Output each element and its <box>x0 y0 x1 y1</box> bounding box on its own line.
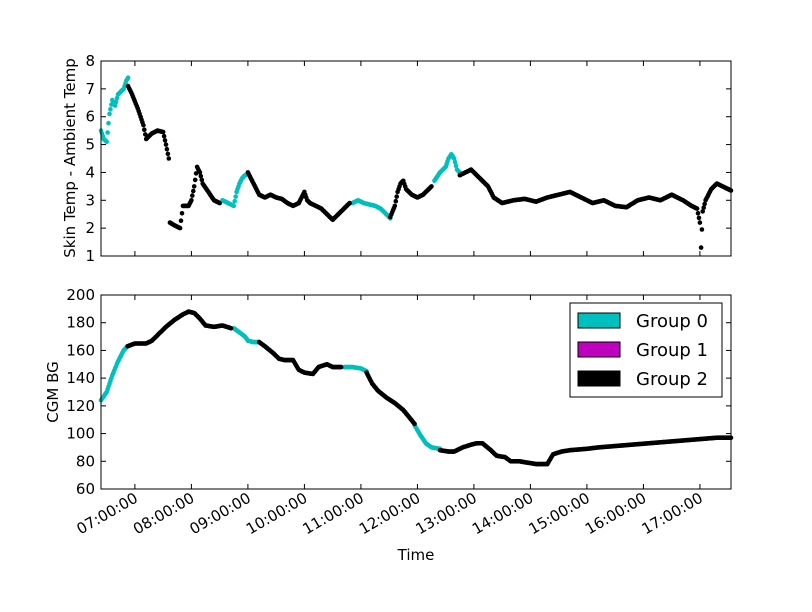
cgm-bg-y-ticks: 60 80 100 120 140 160 180 200 <box>66 286 731 498</box>
skin-temp-y-tick-label: 7 <box>85 80 95 98</box>
skin-temp-y-tick-label: 6 <box>85 108 95 126</box>
skin-temp-point-group-2 <box>189 198 194 203</box>
skin-temp-point-group-0 <box>231 203 237 209</box>
skin-temp-point-group-2 <box>694 206 700 211</box>
skin-temp-point-group-2 <box>698 245 704 250</box>
skin-temp-point-group-2 <box>178 218 184 223</box>
cgm-bg-y-tick-label: 200 <box>66 286 95 304</box>
skin-temp-point-group-2 <box>702 201 707 207</box>
skin-temp-y-tick-label: 5 <box>85 136 95 154</box>
skin-temp-point-group-0 <box>451 156 457 161</box>
skin-temp-point-group-0 <box>112 103 118 108</box>
skin-temp-point-group-2 <box>695 211 701 216</box>
skin-temp-point-group-2 <box>392 203 398 209</box>
legend-label-group-1: Group 1 <box>636 340 708 361</box>
x-axis-label: Time <box>397 546 435 564</box>
skin-temp-y-tick-label: 8 <box>85 52 95 70</box>
skin-temp-y-ticks: 1 2 3 4 5 6 7 8 <box>85 52 731 265</box>
cgm-bg-point-group-2 <box>338 364 344 370</box>
skin-temp-point-group-0 <box>114 95 120 101</box>
skin-temp-point-group-2 <box>197 170 203 175</box>
skin-temp-axes-frame <box>100 60 732 257</box>
skin-temp-point-group-0 <box>104 139 109 145</box>
skin-temp-point-group-2 <box>193 171 199 176</box>
skin-temp-point-group-0 <box>108 107 113 112</box>
skin-temp-point-group-0 <box>113 99 119 105</box>
cgm-bg-y-tick-label: 140 <box>66 369 95 387</box>
legend-swatch-group-1 <box>577 341 621 358</box>
skin-temp-x-ticks <box>134 61 701 256</box>
cgm-bg-y-tick-label: 160 <box>66 341 95 359</box>
skin-temp-point-group-2 <box>142 127 147 132</box>
skin-temp-point-group-0 <box>452 159 458 165</box>
skin-temp-point-group-0 <box>453 163 459 169</box>
skin-temp-point-group-2 <box>165 151 171 157</box>
skin-temp-point-group-2 <box>163 142 169 147</box>
skin-temp-y-tick-label: 3 <box>85 191 95 209</box>
skin-temp-point-group-0 <box>232 198 237 204</box>
cgm-bg-point-group-2 <box>228 326 234 331</box>
legend-label-group-0: Group 0 <box>636 311 708 332</box>
cgm-bg-y-tick-label: 120 <box>66 397 95 415</box>
skin-temp-point-group-2 <box>191 188 196 194</box>
skin-temp-panel: 1 2 3 4 5 6 7 8 Skin Temp - Ambient Temp <box>61 52 734 265</box>
skin-temp-point-group-0 <box>233 194 238 199</box>
cgm-bg-y-tick-label: 60 <box>76 480 95 498</box>
skin-temp-point-group-2 <box>347 200 352 206</box>
skin-temp-point-group-2 <box>198 173 204 179</box>
skin-temp-point-group-2 <box>166 156 172 161</box>
skin-temp-point-group-2 <box>394 194 400 199</box>
skin-temp-point-group-2 <box>429 184 434 189</box>
legend-swatch-group-0 <box>577 312 621 329</box>
skin-temp-point-group-0 <box>106 120 111 126</box>
skin-temp-point-group-2 <box>191 184 197 189</box>
skin-temp-point-group-2 <box>162 138 168 143</box>
cgm-bg-y-tick-label: 180 <box>66 314 95 332</box>
skin-temp-point-group-2 <box>141 122 146 128</box>
skin-temp-y-tick-label: 2 <box>85 219 95 237</box>
skin-temp-y-tick-label: 4 <box>85 163 95 181</box>
skin-temp-points <box>98 75 734 250</box>
cgm-bg-y-tick-label: 80 <box>76 452 95 470</box>
cgm-bg-y-label: CGM BG <box>44 361 62 422</box>
skin-temp-point-group-2 <box>199 177 205 183</box>
skin-temp-point-group-2 <box>700 209 705 214</box>
skin-temp-point-group-2 <box>393 198 399 204</box>
skin-temp-point-group-2 <box>697 220 703 225</box>
skin-temp-point-group-2 <box>190 193 195 198</box>
skin-temp-point-group-2 <box>696 215 702 221</box>
legend-swatch-group-2 <box>577 370 621 387</box>
skin-temp-point-group-0 <box>125 75 131 80</box>
cgm-bg-points <box>98 309 734 467</box>
cgm-bg-point-group-2 <box>412 421 417 427</box>
skin-temp-point-group-2 <box>192 177 198 183</box>
skin-temp-point-group-2 <box>161 133 167 139</box>
skin-temp-point-group-2 <box>699 227 705 232</box>
skin-temp-point-group-2 <box>160 129 166 135</box>
skin-temp-point-group-2 <box>701 205 706 210</box>
legend-label-group-2: Group 2 <box>636 369 708 390</box>
skin-temp-point-group-2 <box>217 200 222 206</box>
skin-temp-point-group-0 <box>107 111 112 117</box>
skin-temp-point-group-2 <box>179 211 185 216</box>
cgm-bg-y-tick-label: 100 <box>66 425 95 443</box>
skin-temp-y-tick-label: 1 <box>85 247 95 265</box>
skin-temp-point-group-2 <box>177 225 183 231</box>
cgm-bg-axes-frame <box>100 294 732 490</box>
skin-temp-point-group-0 <box>105 130 110 135</box>
skin-temp-point-group-2 <box>164 146 170 152</box>
legend: Group 0 Group 1 Group 2 <box>569 302 723 398</box>
skin-temp-y-label: Skin Temp - Ambient Temp <box>61 58 79 258</box>
